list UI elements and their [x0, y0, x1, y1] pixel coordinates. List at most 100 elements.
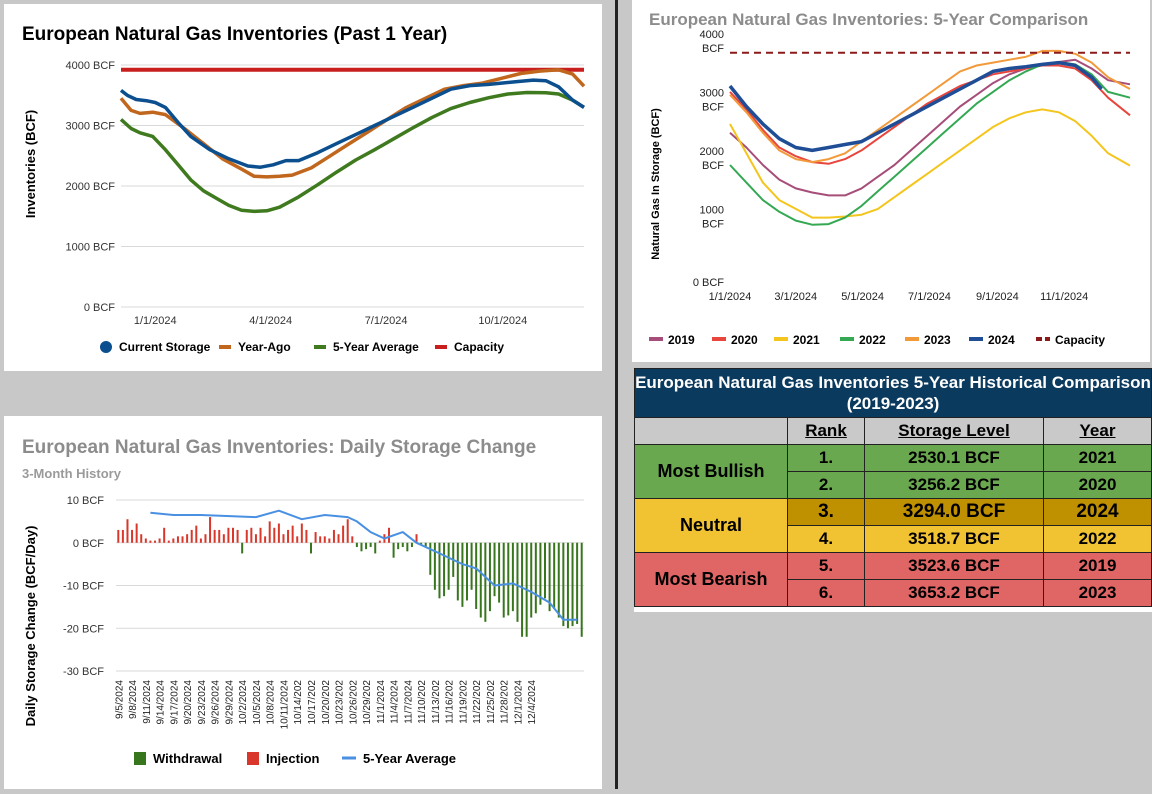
rank-cell: 4. [787, 525, 865, 553]
level-cell: 2530.1 BCF [864, 444, 1044, 472]
group-neutral: Neutral [634, 498, 788, 553]
x-tick-label: 1/1/2024 [709, 291, 752, 303]
series-line-2019 [729, 58, 1131, 197]
injection-bar [264, 536, 267, 543]
series-line-2024 [728, 60, 1103, 153]
x-tick-label: 11/13/202 [431, 680, 442, 724]
x-tick-label: 11/28/202 [500, 680, 511, 724]
x-tick-label: 5/1/2024 [841, 291, 884, 303]
injection-bar [227, 527, 230, 543]
y-tick-label: 4000 [700, 29, 724, 41]
withdrawal-bar [498, 542, 501, 603]
injection-bar [351, 536, 354, 543]
injection-bar [254, 534, 257, 543]
withdrawal-bar [369, 542, 372, 548]
withdrawal-bar [534, 542, 537, 614]
x-tick-label: 10/29/202 [362, 680, 373, 725]
legend-marker [134, 752, 146, 765]
header-storage-level: Storage Level [864, 417, 1044, 445]
injection-bar [190, 529, 193, 543]
withdrawal-bar [241, 542, 244, 554]
withdrawal-bar [507, 542, 510, 616]
series-line-current-storage [119, 78, 585, 169]
injection-bar [346, 519, 349, 543]
y-tick-label: 0 BCF [84, 302, 115, 314]
x-tick-label: 10/2/2024 [238, 680, 249, 725]
series-line-2023 [729, 49, 1131, 164]
y-tick-label: 10 BCF [67, 495, 105, 507]
x-tick-label: 11/25/202 [486, 680, 497, 724]
legend-label: 5-Year Average [333, 340, 419, 354]
withdrawal-bar [355, 542, 358, 548]
injection-bar [163, 527, 166, 543]
withdrawal-bar [397, 542, 400, 550]
injection-bar [140, 534, 143, 543]
injection-bar [213, 529, 216, 543]
series-line-5-year-average [150, 509, 578, 621]
withdrawal-bar [539, 542, 542, 605]
withdrawal-bar [420, 542, 423, 545]
y-tick-label: BCF [702, 160, 724, 172]
y-tick-label: 4000 BCF [65, 60, 115, 72]
withdrawal-bar [562, 542, 565, 627]
withdrawal-bar [502, 542, 505, 618]
withdrawal-bar [548, 542, 551, 612]
legend-label: 2024 [988, 333, 1015, 347]
rank-cell: 2. [787, 471, 865, 499]
injection-bar [186, 534, 189, 543]
y-tick-label: BCF [702, 102, 724, 114]
injection-bar [305, 529, 308, 543]
injection-bar [378, 540, 381, 543]
x-tick-label: 10/11/2024 [279, 680, 290, 730]
injection-bar [195, 525, 198, 543]
injection-bar [291, 525, 294, 543]
year-cell: 2020 [1043, 471, 1152, 499]
x-tick-label: 9/5/2024 [114, 680, 125, 719]
withdrawal-bar [553, 542, 556, 610]
injection-bar [126, 519, 129, 543]
chart-title: European Natural Gas Inventories: 5-Year… [649, 10, 1088, 29]
y-tick-label: 1000 [700, 205, 724, 217]
withdrawal-bar [429, 542, 432, 575]
injection-bar [181, 536, 184, 543]
year-cell: 2021 [1043, 444, 1152, 472]
chart-subtitle: 3-Month History [22, 466, 122, 481]
y-tick-label: 0 BCF [693, 277, 724, 289]
injection-bar [209, 517, 212, 543]
withdrawal-bar [433, 542, 436, 590]
withdrawal-bar [479, 542, 482, 618]
year-cell: 2022 [1043, 525, 1152, 553]
x-tick-label: 11/19/202 [458, 680, 469, 724]
level-cell: 3518.7 BCF [864, 525, 1044, 553]
x-tick-label: 11/4/2024 [390, 680, 401, 724]
injection-bar [323, 536, 326, 543]
legend-marker [100, 341, 112, 353]
withdrawal-bar [438, 542, 441, 599]
withdrawal-bar [484, 542, 487, 622]
year-cell: 2024 [1043, 498, 1152, 526]
legend-label: 2020 [731, 333, 758, 347]
rank-cell: 1. [787, 444, 865, 472]
x-tick-label: 9/1/2024 [976, 291, 1019, 303]
injection-bar [332, 529, 335, 543]
injection-bar [172, 538, 175, 543]
injection-bar [236, 529, 239, 543]
withdrawal-bar [576, 542, 579, 624]
withdrawal-bar [424, 542, 427, 548]
injection-bar [135, 523, 138, 543]
legend-label: Capacity [454, 340, 504, 354]
legend-label: Current Storage [119, 340, 211, 354]
y-tick-label: -30 BCF [63, 666, 104, 678]
x-tick-label: 11/1/2024 [376, 680, 387, 724]
x-tick-label: 10/14/202 [293, 680, 304, 725]
header-year: Year [1043, 417, 1152, 445]
injection-bar [158, 538, 161, 543]
x-tick-label: 11/22/202 [472, 680, 483, 724]
panel-divider [615, 0, 618, 789]
y-axis-label: Daily Storage Change (BCF/Day) [23, 526, 38, 727]
injection-bar [154, 540, 156, 543]
withdrawal-bar [365, 542, 368, 550]
withdrawal-bar [557, 542, 560, 618]
withdrawal-bar [406, 542, 409, 552]
injection-bar [273, 527, 276, 543]
